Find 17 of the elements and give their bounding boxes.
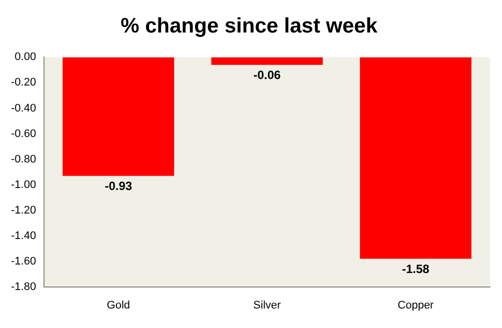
x-tick-label: Copper: [398, 299, 434, 312]
y-tick-label: -1.60: [10, 255, 36, 268]
chart-title: % change since last week: [120, 14, 378, 38]
y-tick-label: -1.80: [10, 280, 36, 293]
x-tick-label: Gold: [106, 299, 130, 312]
y-tick-label: -1.40: [10, 230, 36, 242]
data-label: -0.93: [104, 179, 132, 194]
y-tick-label: -1.20: [10, 204, 36, 216]
data-label: -0.06: [253, 68, 282, 82]
y-tick-label: -0.60: [10, 128, 36, 140]
x-tick-label: Silver: [253, 299, 282, 312]
y-tick-label: -0.40: [10, 102, 36, 114]
y-tick-label: -0.20: [10, 76, 36, 89]
y-tick-label: 0.00: [14, 51, 36, 64]
y-tick-label: -1.00: [10, 178, 36, 191]
y-tick-label: -0.80: [10, 153, 36, 166]
data-label: -1.58: [402, 262, 430, 276]
